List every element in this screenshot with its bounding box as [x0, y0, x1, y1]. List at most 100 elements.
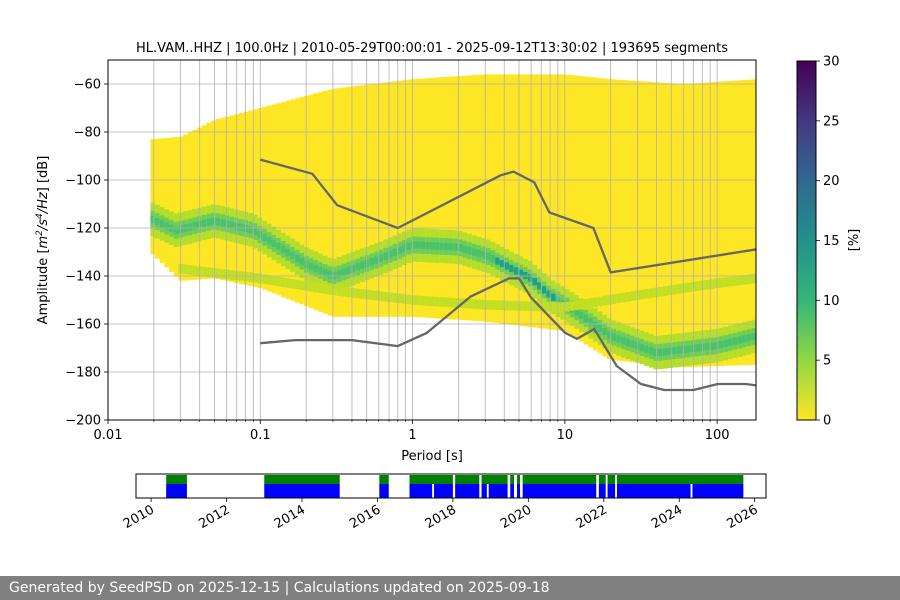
psd-secondary-band: [388, 292, 394, 303]
psd-mode-core: [737, 336, 743, 344]
psd-column: [159, 138, 166, 264]
psd-secondary-band: [280, 277, 287, 287]
psd-column: [401, 80, 408, 317]
psd-mode-core: [574, 308, 580, 316]
psd-column: [523, 74, 529, 327]
psd-mode-core: [215, 218, 221, 226]
psd-column: [704, 82, 711, 367]
availability-segment-upper: [455, 475, 480, 484]
psd-column: [532, 74, 538, 328]
data-availability-timeline: [166, 475, 744, 498]
psd-secondary-band: [658, 286, 664, 297]
psd-column: [336, 88, 343, 317]
psd-column: [667, 83, 673, 366]
availability-segment-lower: [409, 484, 453, 498]
psd-column: [616, 79, 622, 361]
psd-mode-core: [541, 286, 547, 294]
psd-secondary-band: [327, 285, 333, 295]
psd-column: [294, 98, 301, 303]
timeline-tick-label: 2024: [649, 502, 685, 532]
psd-column: [602, 78, 608, 357]
low-noise-model-line: [260, 277, 756, 392]
psd-mode-core: [220, 219, 226, 227]
psd-mode-core: [546, 290, 552, 298]
timeline-tick-label: 2012: [196, 502, 232, 532]
psd-mode-core: [411, 241, 417, 249]
colorbar-tick-label: 25: [823, 114, 840, 129]
psd-mode-core: [751, 332, 756, 341]
availability-segment-lower: [522, 484, 597, 498]
psd-mode-core: [578, 311, 585, 319]
psd-column: [313, 93, 319, 311]
psd-column: [229, 115, 235, 283]
psd-mode-core: [266, 236, 273, 245]
psd-secondary-band: [602, 295, 608, 306]
psd-mode-core: [276, 242, 282, 251]
psd-secondary-band: [546, 301, 552, 312]
psd-secondary-band: [648, 288, 655, 298]
y-tick-label: −120: [65, 222, 101, 237]
psd-secondary-band: [704, 279, 711, 290]
psd-mode-core: [401, 244, 408, 252]
y-axis-label-exp4: 4: [35, 213, 45, 219]
psd-column: [611, 79, 617, 361]
availability-segment-upper: [517, 475, 521, 484]
psd-mode-core: [206, 218, 212, 226]
psd-secondary-band: [294, 279, 301, 290]
psd-secondary-band: [606, 295, 613, 305]
psd-column: [299, 97, 305, 305]
psd-column: [150, 139, 156, 255]
psd-mode-core: [513, 267, 520, 275]
psd-secondary-band: [583, 298, 589, 309]
psd-mode-core: [555, 296, 561, 304]
psd-mode-core: [537, 282, 543, 290]
psd-column: [201, 125, 207, 280]
psd-mode-core: [341, 268, 347, 276]
psd-secondary-band: [220, 269, 226, 279]
psd-secondary-band: [243, 271, 249, 282]
psd-column: [518, 74, 524, 326]
psd-mode-core: [383, 252, 389, 260]
psd-mode-core: [709, 342, 715, 350]
psd-mode-core: [313, 264, 319, 272]
psd-secondary-band: [299, 280, 305, 291]
availability-segment-lower: [510, 484, 514, 498]
psd-column: [290, 99, 296, 301]
psd-column: [495, 74, 501, 324]
psd-column: [169, 137, 175, 272]
chart-title: HL.VAM..HHZ | 100.0Hz | 2010-05-29T00:00…: [136, 41, 728, 56]
psd-secondary-band: [397, 293, 403, 304]
availability-segment-lower: [455, 484, 480, 498]
psd-column: [709, 82, 715, 367]
colorbar-ticks: 0 5 10 15 20 25 30: [816, 55, 840, 429]
psd-mode-core: [322, 268, 329, 277]
psd-column: [392, 81, 398, 317]
psd-mode-core: [173, 226, 179, 234]
psd-column: [448, 76, 454, 320]
psd-mode-core: [425, 241, 431, 250]
availability-gap: [486, 484, 489, 498]
psd-mode-core: [732, 337, 738, 345]
psd-column: [462, 75, 468, 321]
psd-secondary-band: [681, 283, 687, 294]
psd-secondary-band: [457, 298, 464, 308]
psd-secondary-band: [555, 302, 561, 312]
psd-column: [280, 101, 287, 298]
plot-frame: [107, 59, 757, 421]
availability-segment-lower: [598, 484, 606, 498]
availability-segment-lower: [481, 484, 508, 498]
psd-column: [187, 132, 193, 281]
psd-column: [378, 83, 384, 317]
psd-heatmap: [150, 74, 756, 370]
psd-mode-core: [499, 259, 506, 268]
psd-mode-core: [192, 222, 198, 230]
psd-column: [555, 74, 561, 331]
psd-mode-core: [639, 343, 645, 352]
psd-column: [560, 74, 566, 331]
availability-segment-lower: [166, 484, 187, 498]
timeline-frame: [135, 473, 767, 499]
psd-secondary-band: [187, 265, 193, 275]
x-tick-label: 100: [705, 428, 730, 443]
psd-column: [364, 84, 370, 317]
psd-mode-core: [262, 233, 268, 242]
